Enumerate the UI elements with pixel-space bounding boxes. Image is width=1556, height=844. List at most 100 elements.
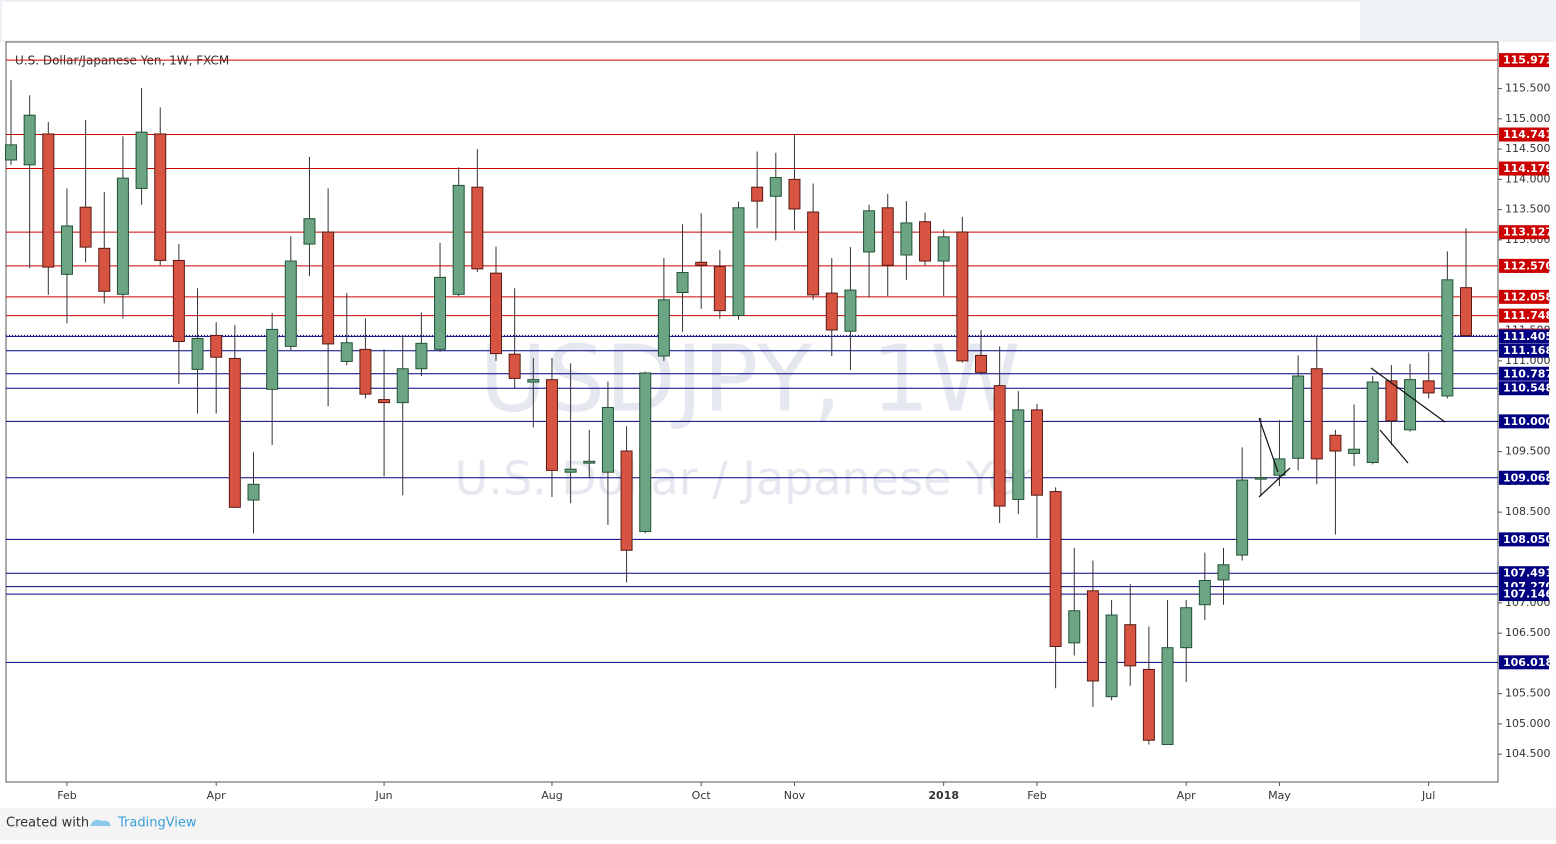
candle-body (359, 348, 372, 395)
candle-body (863, 210, 876, 253)
candle-body (956, 231, 969, 362)
x-tick-label: Jun (374, 789, 392, 802)
candle-body (1236, 479, 1249, 556)
plot-layer: 104.500105.000105.500106.000106.500107.0… (5, 53, 1553, 802)
candle-body (1012, 409, 1025, 500)
trend-line (1370, 367, 1446, 423)
level-label-box (1499, 381, 1549, 396)
watermark-subtitle: U.S. Dollar / Japanese Yen (455, 452, 1046, 506)
candle-body (1404, 379, 1417, 431)
level-label: 110.000 (1503, 415, 1553, 428)
x-tick-label: 2018 (928, 789, 959, 802)
level-label-box (1499, 308, 1549, 323)
level-label: 115.971 (1503, 54, 1553, 67)
candle-body (1198, 580, 1211, 606)
watermark: USDJPY, 1W (479, 325, 1020, 432)
level-label-box (1499, 127, 1549, 142)
candle-body (881, 207, 894, 266)
trend-line (1258, 417, 1279, 473)
candle-body (751, 186, 764, 202)
candle-body (1441, 279, 1454, 397)
candle-body (471, 186, 484, 270)
candle-body (191, 337, 204, 370)
level-label: 111.168 (1503, 344, 1553, 357)
level-label: 110.787 (1503, 367, 1553, 380)
level-label: 109.068 (1503, 471, 1553, 484)
candle-body (1460, 287, 1472, 336)
brand-logo (90, 819, 111, 826)
candle-body (490, 272, 502, 355)
candle-body (228, 357, 241, 508)
level-label-box (1499, 655, 1549, 670)
drawings (1258, 367, 1446, 498)
candle-body (676, 272, 689, 293)
level-label: 113.127 (1503, 226, 1553, 239)
level-label: 111.405 (1503, 330, 1553, 343)
level-label: 110.548 (1503, 382, 1553, 395)
candle-body (23, 114, 36, 166)
candle-body (452, 184, 465, 295)
candle-body (247, 483, 260, 501)
candle-body (825, 292, 838, 331)
x-tick-label: Nov (784, 789, 806, 802)
level-label-box (1499, 53, 1549, 68)
candle-body (1030, 409, 1043, 496)
candle-body (564, 468, 577, 473)
level-label-box (1499, 470, 1549, 485)
candle-body (844, 289, 857, 332)
candle-body (1068, 610, 1081, 644)
candle-body (210, 334, 223, 358)
candle-body (154, 133, 167, 261)
plot-area (5, 41, 1499, 783)
candle-body (434, 276, 447, 350)
level-label-box (1499, 566, 1549, 581)
candle-body (1422, 380, 1435, 394)
candle-body (1217, 564, 1230, 581)
footer (0, 808, 1556, 840)
candle-body (937, 236, 950, 262)
candle-body (340, 342, 353, 362)
candle-body (1161, 647, 1174, 745)
footer-brand[interactable]: TradingView (117, 816, 197, 831)
candle-body (98, 247, 111, 292)
level-label-box (1499, 343, 1549, 358)
x-tick-label: Feb (1027, 789, 1046, 802)
candle-body (1086, 590, 1099, 682)
candle-body (135, 131, 148, 189)
candle-body (116, 177, 129, 295)
candle-body (1049, 491, 1062, 647)
level-label: 108.050 (1503, 533, 1553, 546)
candle-body (378, 399, 391, 404)
candle-body (396, 368, 409, 404)
symbol-input[interactable] (2, 2, 1360, 40)
candle-body (284, 260, 297, 347)
y-tick-label: 105.500 (1505, 687, 1551, 700)
candle-body (1273, 458, 1286, 476)
y-tick-label: 113.500 (1505, 203, 1551, 216)
y-tick-label: 115.500 (1505, 82, 1551, 95)
candle-body (1292, 375, 1305, 459)
x-tick-label: Oct (692, 789, 712, 802)
candle-body (788, 178, 801, 210)
candle-body (303, 218, 316, 245)
level-label: 106.018 (1503, 656, 1553, 669)
candle-body (527, 379, 540, 383)
candle-body (415, 342, 428, 370)
candle-body (657, 299, 670, 357)
candle-body (1124, 624, 1137, 667)
candle-body (993, 385, 1006, 507)
level-label: 114.179 (1503, 162, 1553, 175)
level-label-box (1499, 258, 1549, 273)
y-tick-label: 106.500 (1505, 626, 1551, 639)
candle-body (1180, 607, 1193, 649)
x-tick-label: Apr (207, 789, 227, 802)
x-tick-label: Feb (57, 789, 76, 802)
x-tick-label: May (1268, 789, 1291, 802)
y-tick-label: 104.500 (1505, 747, 1551, 760)
candle-body (639, 372, 652, 533)
level-label-box (1499, 587, 1549, 602)
candle-body (601, 406, 614, 473)
candle-body (919, 221, 932, 262)
level-label: 114.741 (1503, 128, 1553, 141)
